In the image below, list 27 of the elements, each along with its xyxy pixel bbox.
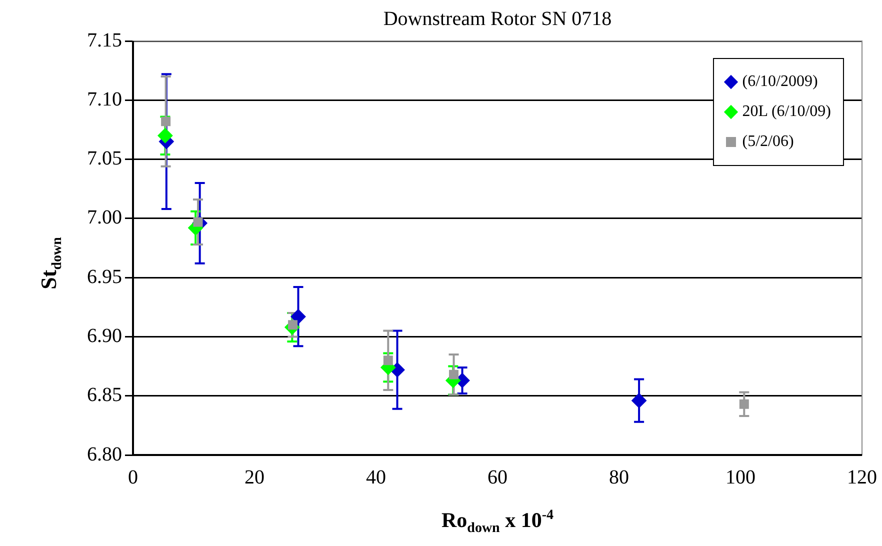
y-tick-label: 6.85 [87,384,122,406]
point [449,370,459,380]
y-tick-label: 7.10 [87,88,122,110]
chart-title: Downstream Rotor SN 0718 [382,8,613,31]
y-tick-label: 6.80 [87,443,122,466]
y-tick-label: 7.05 [87,148,122,170]
y-tick-label: 6.95 [87,266,122,288]
y-tick-label: 7.00 [87,206,122,229]
legend-label: 20L (6/10/09) [742,103,831,121]
x-tick-label: 20 [244,466,264,488]
legend-label: (5/2/06) [742,133,794,151]
x-axis-title: Ro$_{down}$ x 10$^{-4}$ [440,508,555,538]
point [632,393,647,408]
x-tick-label: 40 [366,466,386,488]
x-tick-label: 100 [726,466,756,488]
y-tick-label: 6.90 [87,324,122,347]
y-tick-label: 7.15 [87,29,122,52]
x-tick-label: 0 [128,466,138,488]
x-tick-label: 120 [847,466,877,488]
point [290,309,306,324]
point [161,116,171,126]
legend-label: (6/10/2009) [742,73,818,91]
point [739,399,749,409]
point [158,128,173,144]
point [383,356,393,366]
x-tick-label: 60 [488,466,508,488]
x-tick-label: 80 [609,466,629,488]
